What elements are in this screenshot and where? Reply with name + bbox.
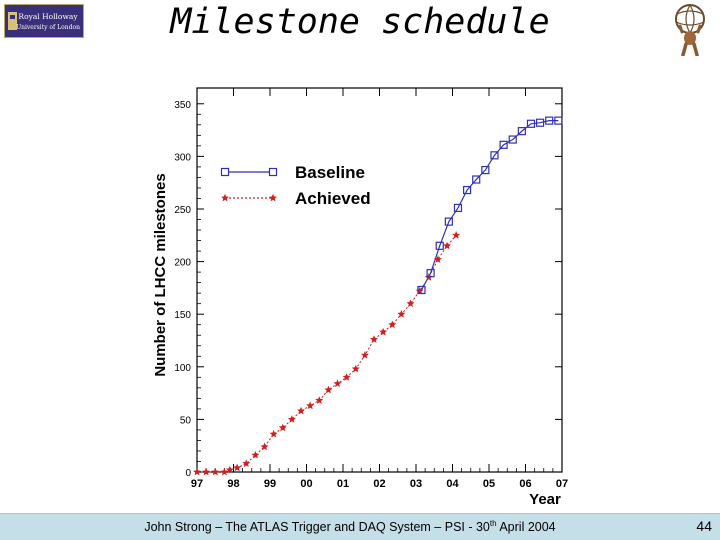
data-point-achieved (251, 450, 260, 459)
legend-marker-achieved (269, 193, 277, 202)
x-tick-label: 07 (556, 478, 568, 490)
x-tick-label: 05 (483, 478, 495, 490)
data-point-baseline (545, 116, 554, 125)
data-point-baseline (554, 116, 563, 125)
data-point-baseline (444, 217, 453, 226)
y-tick-label: 200 (174, 258, 191, 269)
data-point-baseline (463, 185, 472, 195)
data-point-achieved (452, 231, 461, 239)
legend-marker-achieved (221, 193, 229, 202)
milestone-chart: 0 50 100 150 200 250 300 350 97 98 99 00 01 02 03 04 05 0… (150, 80, 570, 510)
y-axis-label: Number of LHCC milestones (152, 173, 169, 376)
logo-line-1: Royal Holloway (18, 12, 78, 21)
data-point-achieved (351, 364, 360, 373)
data-point-baseline (472, 175, 481, 184)
y-tick-label: 350 (174, 100, 191, 111)
data-point-achieved (233, 463, 242, 472)
footer-bar: John Strong – The ATLAS Trigger and DAQ … (0, 513, 720, 540)
data-point-achieved (202, 467, 211, 476)
data-point-baseline (490, 151, 499, 160)
chart-svg: 0 50 100 150 200 250 300 350 97 98 99 00 01 02 03 04 05 0… (152, 87, 568, 508)
x-tick-label: 00 (300, 478, 312, 490)
data-point-achieved (370, 335, 379, 343)
data-point-baseline (526, 119, 536, 128)
x-tick-label: 98 (227, 478, 239, 490)
data-point-baseline (417, 285, 426, 295)
footer-text-end: April 2004 (496, 520, 556, 535)
data-point-achieved (360, 351, 369, 359)
legend-label-achieved: Achieved (295, 189, 371, 208)
data-point-achieved (388, 320, 397, 329)
data-point-achieved (287, 415, 296, 423)
data-point-achieved (406, 299, 415, 308)
data-point-achieved (443, 241, 452, 250)
data-point-baseline (508, 135, 517, 144)
data-point-achieved (297, 406, 306, 415)
royal-holloway-logo: Royal Holloway University of London (4, 4, 84, 38)
page-number: 44 (696, 518, 712, 534)
data-point-achieved (324, 385, 333, 394)
data-point-achieved (342, 373, 351, 381)
x-tick-label: 06 (519, 478, 531, 490)
data-point-baseline (481, 165, 490, 175)
data-point-achieved (225, 465, 234, 474)
x-tick-label: 04 (446, 478, 459, 490)
logo-line-2: University of London (16, 24, 80, 31)
x-tick-label: 97 (191, 478, 203, 490)
footer-text: John Strong – The ATLAS Trigger and DAQ … (0, 519, 700, 534)
x-tick-label: 02 (373, 478, 385, 490)
x-tick-label: 03 (410, 478, 422, 490)
data-point-baseline (426, 269, 435, 278)
x-tick-label: 99 (264, 478, 276, 490)
data-point-achieved (433, 255, 442, 263)
data-point-achieved (269, 429, 278, 438)
y-tick-label: 300 (174, 152, 191, 163)
legend-marker-baseline (268, 167, 278, 177)
y-tick-label: 0 (185, 468, 191, 479)
data-point-achieved (278, 423, 287, 432)
data-point-achieved (193, 467, 201, 476)
legend-label-baseline: Baseline (295, 163, 365, 182)
x-axis-label: Year (529, 491, 561, 508)
y-tick-label: 100 (174, 363, 191, 374)
data-point-achieved (260, 442, 269, 451)
footer-text-sup: th (489, 519, 497, 528)
data-point-achieved (220, 467, 229, 476)
series-line-baseline (420, 120, 559, 291)
y-tick-label: 150 (174, 310, 191, 321)
series-line-achieved (197, 234, 457, 473)
data-point-achieved (211, 467, 220, 476)
data-point-achieved (242, 459, 251, 467)
x-tick-label: 01 (337, 478, 349, 490)
data-point-achieved (315, 396, 324, 404)
data-point-baseline (435, 241, 444, 250)
data-point-achieved (397, 309, 406, 318)
legend-marker-baseline (220, 167, 230, 177)
data-point-baseline (517, 127, 526, 136)
data-point-baseline (499, 140, 508, 149)
data-point-baseline (536, 118, 545, 127)
data-point-achieved (379, 327, 388, 336)
footer-text-main: John Strong – The ATLAS Trigger and DAQ … (144, 520, 490, 535)
atlas-logo-icon (675, 4, 705, 56)
data-point-achieved (306, 401, 315, 410)
page-title: Milestone schedule (170, 2, 550, 42)
data-point-achieved (333, 379, 342, 388)
y-tick-label: 250 (174, 205, 191, 216)
data-point-baseline (453, 203, 463, 213)
y-tick-label: 50 (180, 415, 192, 426)
